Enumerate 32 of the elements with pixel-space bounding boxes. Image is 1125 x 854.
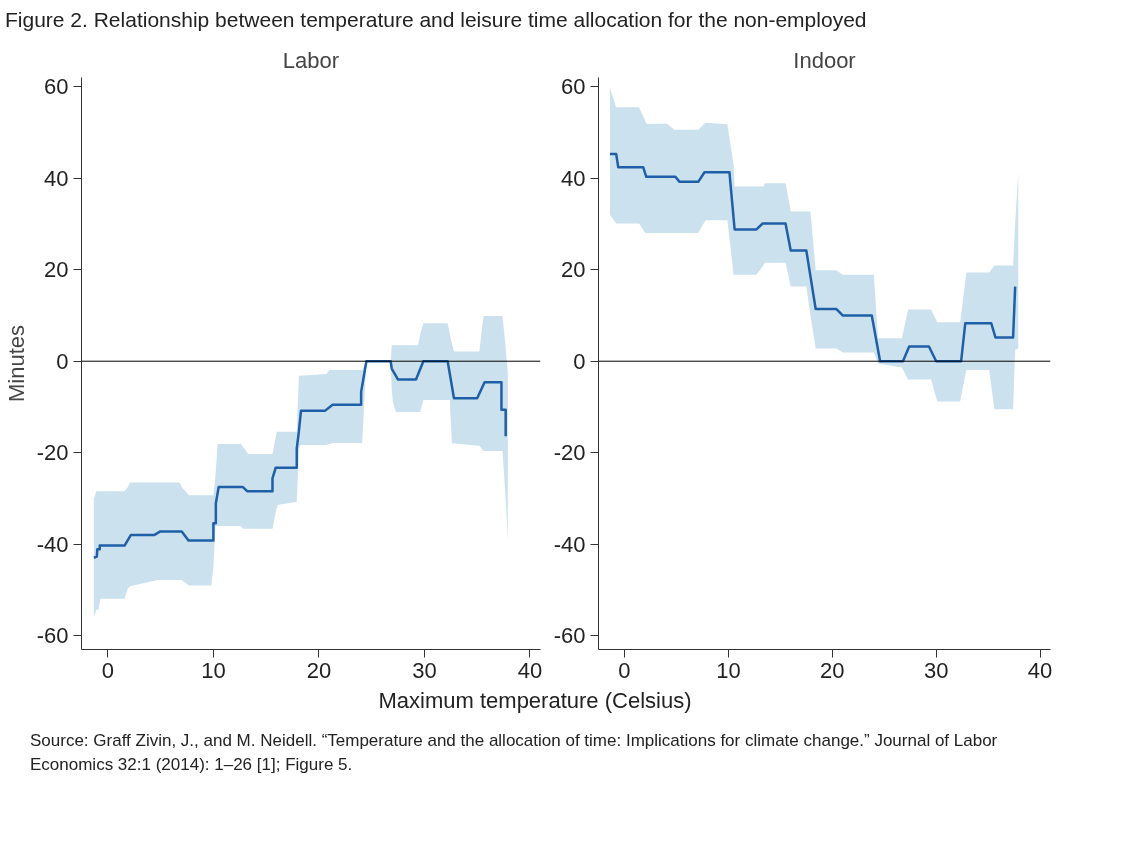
y-tick-label: -60 [553, 623, 586, 649]
x-tick-label: 0 [101, 657, 115, 683]
chart-title: Indoor [793, 47, 856, 73]
y-tick-label: 60 [44, 74, 69, 100]
caption: Figure 2. Relationship between temperature and leisure time allocation for the non-employed [5, 7, 867, 33]
y-tick-label: 60 [561, 74, 586, 100]
x-tick-label: 20 [306, 657, 332, 683]
y-axis-title: Minutes [3, 324, 29, 403]
source-note: Source: Graff Zivin, J., and M. Neidell. “Temperature and the allocation of time: Implications for climate change.” Journal of Labor Economics 32:1 (2014): 1–26 [1]; Figure 5. [30, 730, 999, 777]
line-series [92, 359, 507, 560]
y-tick-label: -60 [36, 623, 69, 649]
x-tick-label: 40 [517, 657, 543, 683]
y-tick-label: 20 [44, 257, 69, 283]
chart-title: Labor [282, 47, 340, 73]
y-tick-label: -20 [36, 440, 69, 466]
y-tick-label: 0 [56, 348, 69, 374]
y-tick-label: 40 [561, 165, 586, 191]
line-series [608, 152, 1017, 363]
x-tick-label: 20 [820, 657, 845, 683]
y-tick-label: 0 [573, 348, 586, 374]
x-axis-title: Maximum temperature (Celsius) [378, 687, 692, 715]
y-tick-label: -40 [36, 531, 69, 557]
x-tick-label: 0 [618, 657, 631, 683]
x-tick-label: 30 [923, 657, 949, 683]
y-tick-label: -20 [553, 440, 586, 466]
x-tick-label: 40 [1027, 657, 1053, 683]
x-tick-label: 30 [412, 657, 437, 683]
y-tick-label: 40 [44, 165, 69, 191]
x-tick-label: 10 [716, 657, 741, 683]
y-tick-label: -40 [553, 531, 586, 557]
y-tick-label: 20 [561, 257, 586, 283]
x-tick-label: 10 [201, 657, 226, 683]
